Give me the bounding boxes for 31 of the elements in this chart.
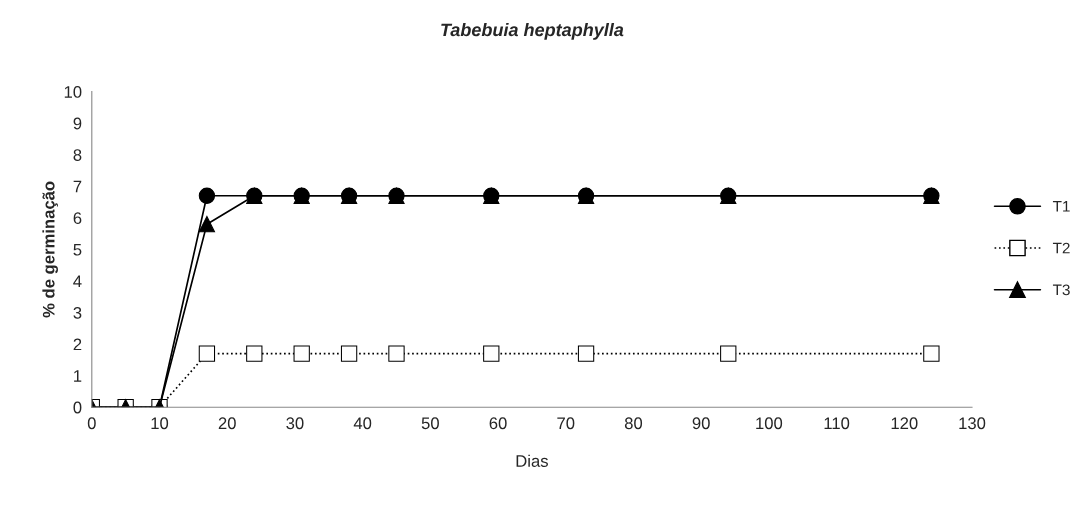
x-tick-label: 60 — [489, 417, 507, 430]
x-tick-label: 80 — [624, 417, 643, 430]
y-tick-label: 2 — [73, 338, 82, 351]
x-tick-label: 0 — [87, 417, 96, 430]
y-tick-label: 5 — [73, 243, 82, 256]
x-tick-label: 130 — [959, 417, 986, 430]
x-tick-label: 100 — [756, 417, 783, 430]
x-tick-label: 10 — [151, 417, 169, 430]
x-tick-label: 40 — [353, 417, 372, 430]
y-tick-label: 9 — [73, 117, 82, 130]
y-tick-label: 1 — [74, 370, 82, 382]
chart-title: Tabebuia heptaphylla — [441, 22, 624, 40]
x-tick-label: 70 — [557, 417, 575, 430]
y-tick-label: 0 — [73, 401, 82, 414]
x-tick-label: 30 — [286, 417, 304, 430]
y-tick-label: 7 — [73, 180, 82, 193]
x-tick-label: 20 — [218, 417, 236, 430]
y-axis-title: % de germinação — [42, 181, 58, 318]
x-tick-label: 50 — [421, 417, 439, 430]
legend-label: T2 — [1052, 242, 1070, 254]
y-tick-label: 10 — [64, 86, 82, 98]
y-tick-label: 4 — [73, 275, 82, 288]
y-tick-label: 6 — [73, 212, 82, 225]
y-tick-label: 3 — [73, 306, 82, 319]
y-tick-label: 8 — [73, 149, 82, 161]
legend-label: T1 — [1052, 201, 1070, 212]
x-tick-label: 120 — [891, 417, 918, 430]
x-tick-label: 110 — [824, 417, 850, 430]
legend-label: T3 — [1052, 284, 1070, 296]
x-axis-title: Dias — [516, 454, 548, 467]
x-tick-label: 90 — [692, 417, 710, 430]
